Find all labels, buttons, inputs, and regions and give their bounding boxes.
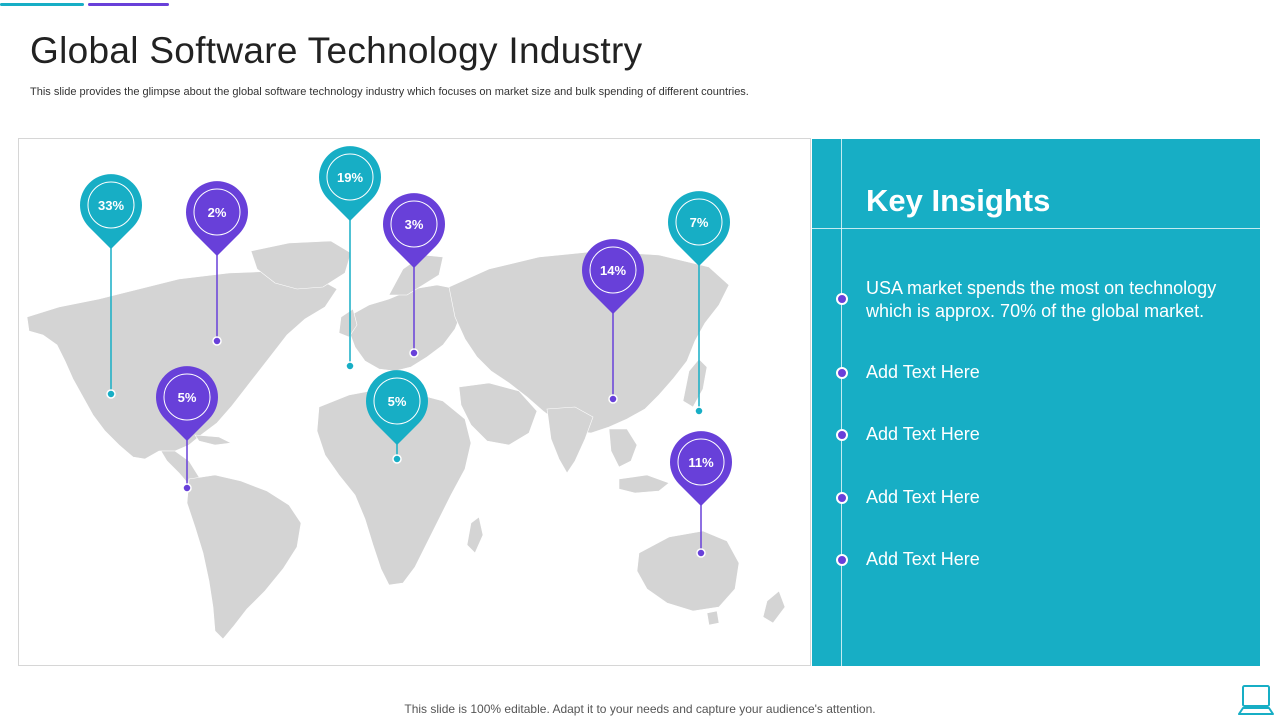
pin-percentage-label: 2% [208, 205, 227, 220]
map-pin-4: 3% [383, 193, 446, 358]
key-insights-panel: Key Insights USA market spends the most … [812, 139, 1260, 666]
pin-anchor-dot [212, 336, 222, 346]
pin-percentage-label: 33% [98, 198, 124, 213]
pin-percentage-label: 5% [178, 390, 197, 405]
bullet-dot-icon [836, 429, 848, 441]
pin-anchor-dot [694, 406, 704, 416]
laptop-icon[interactable] [1238, 684, 1274, 718]
bullet-dot-icon [836, 293, 848, 305]
pin-percentage-label: 11% [688, 455, 714, 470]
slide-subtitle: This slide provides the glimpse about th… [30, 86, 749, 98]
pin-inner-ring [589, 246, 637, 294]
pin-inner-ring [675, 198, 723, 246]
map-pin-5: 5% [155, 366, 218, 493]
map-pin-icon [667, 191, 730, 266]
map-pin-icon [670, 431, 733, 506]
insight-text: Add Text Here [866, 549, 980, 569]
pin-anchor-dot [106, 389, 116, 399]
insight-text: Add Text Here [866, 487, 980, 507]
pin-inner-ring [677, 438, 725, 486]
map-pin-8: 7% [667, 191, 730, 416]
insight-text: Add Text Here [866, 424, 980, 444]
map-pin-icon [186, 181, 248, 256]
map-pin-6: 5% [365, 370, 428, 464]
map-pin-icon [383, 193, 446, 268]
world-map: 33% 2% 19% 3% 5% 5% 14% 7% 11% [26, 146, 786, 640]
pin-anchor-dot [696, 548, 706, 558]
insights-horizontal-line [812, 228, 1260, 229]
pin-anchor-dot [608, 394, 618, 404]
insight-text: USA market spends the most on technology… [866, 278, 1217, 321]
world-map-land [26, 240, 786, 640]
map-pin-7: 14% [582, 239, 644, 404]
pin-percentage-label: 14% [600, 263, 626, 278]
insights-vertical-line [841, 139, 842, 666]
bullet-dot-icon [836, 492, 848, 504]
pin-percentage-label: 3% [405, 217, 424, 232]
pin-inner-ring [390, 200, 438, 248]
pin-anchor-dot [182, 483, 192, 493]
map-pin-icon [155, 366, 218, 441]
bullet-dot-icon [836, 367, 848, 379]
map-pin-icon [365, 370, 428, 445]
map-pins: 33% 2% 19% 3% 5% 5% 14% 7% 11% [80, 146, 733, 558]
map-pin-1: 33% [80, 174, 142, 399]
pin-inner-ring [163, 373, 211, 421]
pin-percentage-label: 5% [388, 394, 407, 409]
pin-inner-ring [326, 153, 374, 201]
bullet-dot-icon [836, 554, 848, 566]
pin-percentage-label: 7% [690, 215, 709, 230]
pin-anchor-dot [392, 454, 402, 464]
footer-note: This slide is 100% editable. Adapt it to… [404, 702, 876, 716]
slide-title: Global Software Technology Industry [30, 30, 643, 71]
key-insights-title: Key Insights [866, 183, 1051, 218]
pin-percentage-label: 19% [337, 170, 363, 185]
pin-inner-ring [193, 188, 241, 236]
map-pin-3: 19% [319, 146, 382, 371]
insight-text: Add Text Here [866, 362, 980, 382]
accent-bar-teal [0, 3, 84, 6]
world-map-panel: 33% 2% 19% 3% 5% 5% 14% 7% 11% [18, 138, 811, 666]
pin-anchor-dot [345, 361, 355, 371]
map-pin-2: 2% [186, 181, 248, 346]
map-pin-9: 11% [670, 431, 733, 558]
map-pin-icon [319, 146, 382, 221]
accent-bar-purple [88, 3, 169, 6]
pin-anchor-dot [409, 348, 419, 358]
map-pin-icon [582, 239, 644, 314]
pin-inner-ring [87, 181, 135, 229]
map-pin-icon [80, 174, 142, 249]
pin-inner-ring [373, 377, 421, 425]
